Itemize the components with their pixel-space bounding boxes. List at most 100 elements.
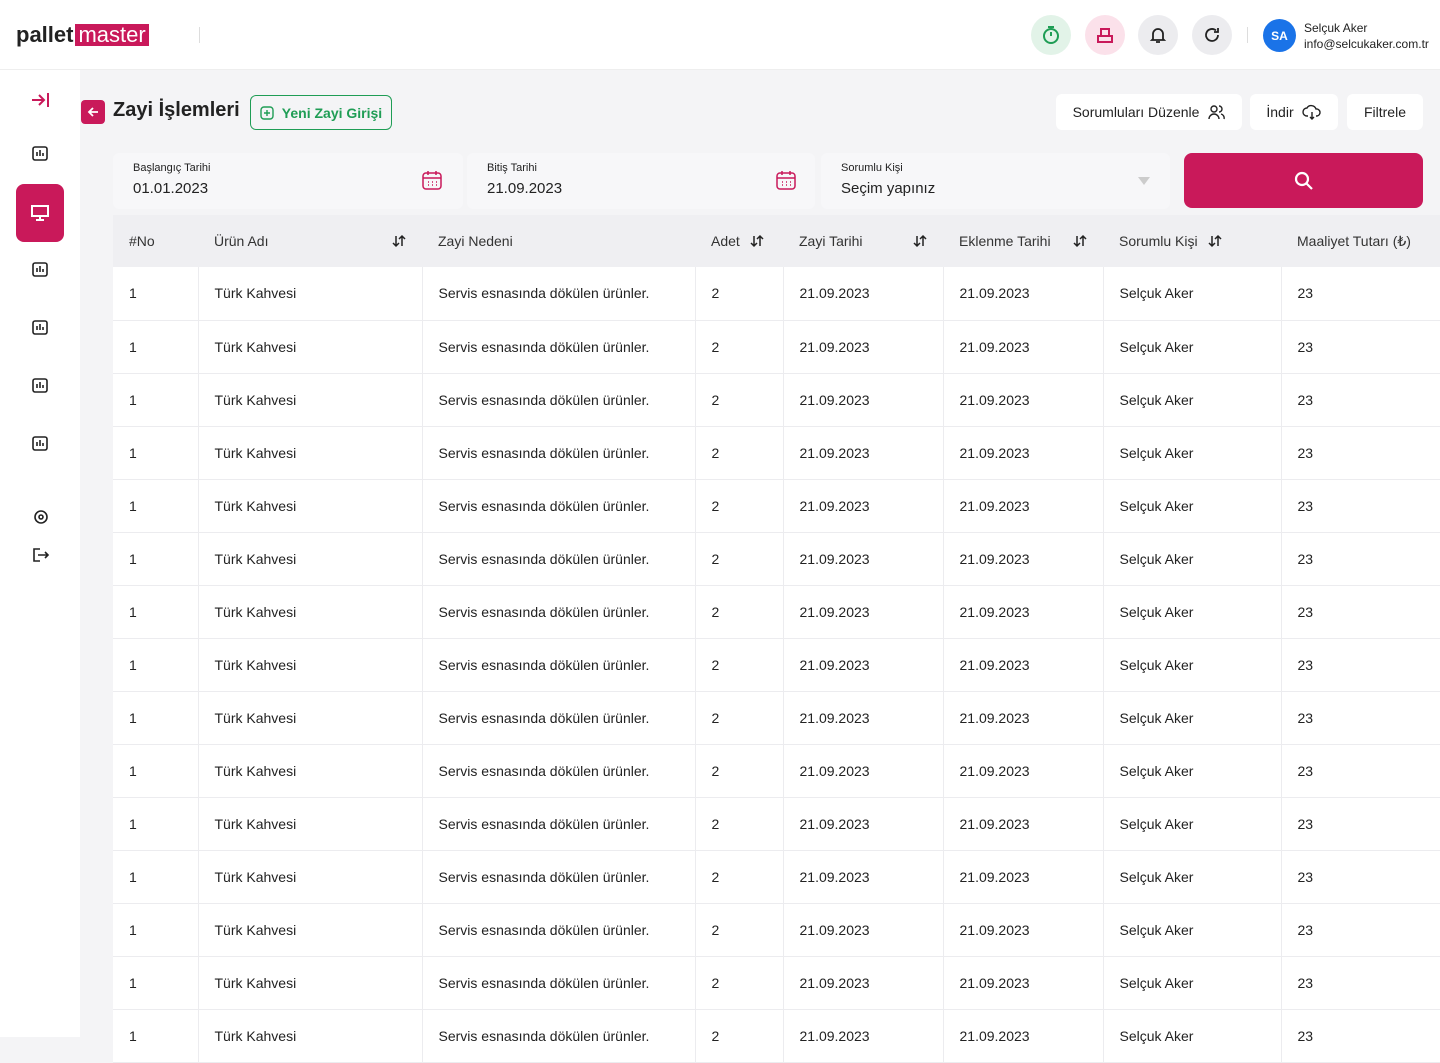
table-cell: 23 xyxy=(1281,320,1440,374)
table-cell: Türk Kahvesi xyxy=(198,744,423,798)
table-cell: 23 xyxy=(1281,1009,1440,1063)
column-header[interactable]: Adet xyxy=(695,215,783,267)
table-row[interactable]: 1 Türk Kahvesi Servis esnasında dökülen ür… xyxy=(113,638,1440,692)
refresh-button[interactable] xyxy=(1192,15,1232,55)
table-cell: 2 xyxy=(695,532,784,586)
logo[interactable]: pallet master xyxy=(16,22,149,48)
waste-table: #No Ürün Adı Zayi Nedeni Adet Zayi Tarihi Ekl… xyxy=(113,215,1440,1063)
table-row[interactable]: 1 Türk Kahvesi Servis esnasında dökülen ür… xyxy=(113,479,1440,533)
sort-icon[interactable] xyxy=(913,234,927,248)
table-cell: 21.09.2023 xyxy=(943,850,1104,904)
table-cell: Türk Kahvesi xyxy=(198,903,423,957)
header-label: Ürün Adı xyxy=(214,233,269,249)
table-cell: 23 xyxy=(1281,373,1440,427)
active-menu[interactable] xyxy=(16,184,64,242)
logo-brand: pallet xyxy=(16,22,74,47)
table-cell: 21.09.2023 xyxy=(943,797,1104,851)
table-cell: 1 xyxy=(113,320,199,374)
download-button[interactable]: İndir xyxy=(1250,94,1338,130)
table-cell: Servis esnasında dökülen ürünler. xyxy=(422,585,696,639)
notifications-button[interactable] xyxy=(1138,15,1178,55)
table-cell: Selçuk Aker xyxy=(1103,479,1282,533)
table-cell: Servis esnasında dökülen ürünler. xyxy=(422,691,696,745)
table-cell: Selçuk Aker xyxy=(1103,850,1282,904)
sort-icon[interactable] xyxy=(1208,234,1222,248)
sort-icon[interactable] xyxy=(1073,234,1087,248)
table-cell: Servis esnasında dökülen ürünler. xyxy=(422,1009,696,1063)
header-cell: #No xyxy=(129,233,182,249)
icon xyxy=(87,107,98,117)
timer-button[interactable] xyxy=(1031,15,1071,55)
table-cell: Türk Kahvesi xyxy=(198,373,423,427)
table-row[interactable]: 1 Türk Kahvesi Servis esnasında dökülen ür… xyxy=(113,532,1440,586)
table-cell: 2 xyxy=(695,638,784,692)
table-cell: Türk Kahvesi xyxy=(198,638,423,692)
table-cell: 1 xyxy=(113,426,199,480)
new-entry-button[interactable]: Yeni Zayi Girişi xyxy=(250,95,392,130)
table-row[interactable]: 1 Türk Kahvesi Servis esnasında dökülen ür… xyxy=(113,850,1440,904)
user-info: Selçuk Aker info@selcukaker.com.tr xyxy=(1304,20,1429,52)
icon xyxy=(1208,105,1226,120)
top-bar: pallet master SA Selçuk Aker info@selcukak… xyxy=(0,0,1440,70)
table-cell: 2 xyxy=(695,903,784,957)
table-cell: 23 xyxy=(1281,850,1440,904)
table-cell: 23 xyxy=(1281,956,1440,1010)
column-header[interactable]: Zayi Tarihi xyxy=(783,215,943,267)
table-cell: Servis esnasında dökülen ürünler. xyxy=(422,532,696,586)
table-cell: 21.09.2023 xyxy=(943,638,1104,692)
sort-icon[interactable] xyxy=(392,234,406,248)
edit-responsibles-button[interactable]: Sorumluları Düzenle xyxy=(1056,94,1242,130)
table-cell: Servis esnasında dökülen ürünler. xyxy=(422,797,696,851)
icon xyxy=(1205,28,1219,42)
header-cell: Zayi Tarihi xyxy=(799,233,927,249)
header-label: Zayi Tarihi xyxy=(799,233,863,249)
table-cell: Selçuk Aker xyxy=(1103,532,1282,586)
table-row[interactable]: 1 Türk Kahvesi Servis esnasında dökülen ür… xyxy=(113,585,1440,639)
table-row[interactable]: 1 Türk Kahvesi Servis esnasında dökülen ür… xyxy=(113,320,1440,374)
field-label: Başlangıç Tarihi xyxy=(133,162,211,174)
table-row[interactable]: 1 Türk Kahvesi Servis esnasında dökülen ür… xyxy=(113,267,1440,321)
filter-button[interactable]: Filtrele xyxy=(1347,94,1423,130)
table-cell: Selçuk Aker xyxy=(1103,744,1282,798)
table-cell: Servis esnasında dökülen ürünler. xyxy=(422,267,696,321)
person-select[interactable]: Sorumlu Kişi Seçim yapınız xyxy=(821,153,1170,209)
table-cell: 2 xyxy=(695,744,784,798)
table-cell: Selçuk Aker xyxy=(1103,691,1282,745)
table-row[interactable]: 1 Türk Kahvesi Servis esnasında dökülen ür… xyxy=(113,744,1440,798)
header-label: Maaliyet Tutarı (₺) xyxy=(1297,232,1411,249)
table-row[interactable]: 1 Türk Kahvesi Servis esnasında dökülen ür… xyxy=(113,691,1440,745)
table-row[interactable]: 1 Türk Kahvesi Servis esnasında dökülen ür… xyxy=(113,373,1440,427)
table-row[interactable]: 1 Türk Kahvesi Servis esnasında dökülen ür… xyxy=(113,797,1440,851)
icon xyxy=(1294,171,1313,190)
end-date-field[interactable]: Bitiş Tarihi 21.09.2023 xyxy=(467,153,815,209)
table-cell: 23 xyxy=(1281,744,1440,798)
table-cell: 1 xyxy=(113,638,199,692)
table-cell: 2 xyxy=(695,373,784,427)
back-button[interactable] xyxy=(81,100,105,124)
start-date-field[interactable]: Başlangıç Tarihi 01.01.2023 xyxy=(113,153,463,209)
collapse-icon[interactable] xyxy=(28,88,52,112)
table-cell: 2 xyxy=(695,797,784,851)
table-cell: Servis esnasında dökülen ürünler. xyxy=(422,320,696,374)
table-cell: 23 xyxy=(1281,479,1440,533)
table-cell: 21.09.2023 xyxy=(783,426,944,480)
avatar[interactable]: SA xyxy=(1263,19,1296,52)
table-row[interactable]: 1 Türk Kahvesi Servis esnasında dökülen ür… xyxy=(113,426,1440,480)
table-row[interactable]: 1 Türk Kahvesi Servis esnasında dökülen ür… xyxy=(113,956,1440,1010)
search-button[interactable] xyxy=(1184,153,1423,208)
column-header[interactable]: Sorumlu Kişi xyxy=(1103,215,1281,267)
table-cell: 23 xyxy=(1281,691,1440,745)
table-cell: Türk Kahvesi xyxy=(198,426,423,480)
column-header[interactable]: Ürün Adı xyxy=(198,215,422,267)
header-cell: Adet xyxy=(711,233,767,249)
table-row[interactable]: 1 Türk Kahvesi Servis esnasında dökülen ür… xyxy=(113,903,1440,957)
sort-icon[interactable] xyxy=(750,234,764,248)
column-header[interactable]: Eklenme Tarihi xyxy=(943,215,1103,267)
sidebar xyxy=(0,70,80,1037)
label: Sorumluları Düzenle xyxy=(1072,104,1200,120)
table-cell: 21.09.2023 xyxy=(943,426,1104,480)
header-cell: Ürün Adı xyxy=(214,233,406,249)
table-cell: Servis esnasında dökülen ürünler. xyxy=(422,850,696,904)
register-button[interactable] xyxy=(1085,15,1125,55)
table-row[interactable]: 1 Türk Kahvesi Servis esnasında dökülen ür… xyxy=(113,1009,1440,1063)
